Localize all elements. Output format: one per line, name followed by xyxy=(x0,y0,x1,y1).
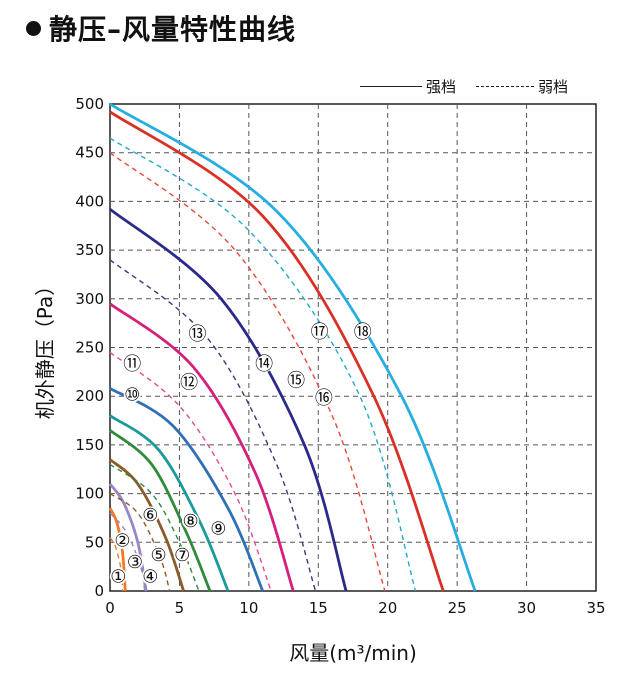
curve-label: ⑤ xyxy=(151,545,167,566)
curve-18 xyxy=(109,102,477,592)
curve-9 xyxy=(109,414,230,592)
curve-label-bg xyxy=(180,374,198,392)
curve-label-bg xyxy=(141,567,159,585)
legend-label-weak: 弱档 xyxy=(538,78,569,96)
y-tick-label: 300 xyxy=(75,290,104,308)
chart-title: 静压–风量特性曲线 xyxy=(49,13,297,46)
curve-label: ⑩ xyxy=(124,384,140,405)
y-tick-label: 350 xyxy=(75,241,104,259)
curve-label: ⑱ xyxy=(354,322,372,343)
curve-13 xyxy=(109,259,317,592)
legend: 强档 弱档 xyxy=(360,76,588,97)
curve-label-bg xyxy=(173,546,191,564)
curve-label: ⑮ xyxy=(287,371,305,392)
y-tick-label: 400 xyxy=(75,192,104,210)
y-tick-label: 500 xyxy=(75,95,104,113)
curve-label-bg xyxy=(188,325,206,343)
x-tick-label: 10 xyxy=(239,599,258,617)
x-axis-label: 风量(m³/min) xyxy=(289,641,417,665)
curve-label-bg xyxy=(126,553,144,571)
curve-label-bg xyxy=(315,389,333,407)
curve-label-bg xyxy=(150,546,168,564)
x-tick-label: 0 xyxy=(105,599,115,617)
y-tick-label: 200 xyxy=(75,387,104,405)
curve-10 xyxy=(109,387,264,592)
curve-label: ⑯ xyxy=(315,388,333,409)
curve-label-bg xyxy=(109,567,127,585)
y-tick-label: 50 xyxy=(85,533,104,551)
curve-6 xyxy=(109,493,171,592)
legend-dashed-line-icon xyxy=(476,86,535,87)
y-tick-label: 0 xyxy=(94,582,104,600)
legend-label-strong: 强档 xyxy=(426,78,457,96)
y-axis-label: 机外静压（Pa） xyxy=(33,276,57,419)
curve-label-bg xyxy=(255,355,273,373)
x-tick-label: 35 xyxy=(586,599,605,617)
curve-label: ⑦ xyxy=(174,545,190,566)
curve-label-bg xyxy=(113,531,131,549)
y-axis-ticks: 0 50 100 150 200 250 300 350 400 450 500 xyxy=(75,95,104,600)
grid-lines xyxy=(110,104,596,591)
curve-label: ⑪ xyxy=(123,354,141,375)
curve-17 xyxy=(109,137,417,592)
x-tick-label: 20 xyxy=(378,599,397,617)
curve-label: ⑧ xyxy=(182,511,198,532)
y-tick-label: 250 xyxy=(75,339,104,357)
y-tick-label: 150 xyxy=(75,436,104,454)
curve-label: ① xyxy=(110,566,126,587)
curve-15 xyxy=(109,152,386,592)
curve-label-bg xyxy=(123,355,141,373)
bullet-dot-icon xyxy=(26,20,41,36)
x-axis-ticks: 0 5 10 15 20 25 30 35 xyxy=(105,599,605,617)
curve-3 xyxy=(108,483,148,592)
curve-label: ⑬ xyxy=(188,324,206,345)
curve-label-bg xyxy=(287,372,305,390)
curve-label: ② xyxy=(114,530,130,551)
curve-label: ③ xyxy=(127,552,143,573)
x-tick-label: 5 xyxy=(175,599,185,617)
curve-label: ⑫ xyxy=(180,373,198,394)
curve-label: ⑥ xyxy=(142,505,158,526)
curve-label-bg xyxy=(141,506,159,524)
curve-label-bg xyxy=(123,385,141,403)
x-tick-label: 15 xyxy=(309,599,328,617)
curve-label: ⑨ xyxy=(210,519,226,540)
curve-12 xyxy=(109,302,295,592)
curve-label-bg xyxy=(182,512,200,530)
curve-label: ⑰ xyxy=(311,322,329,343)
x-tick-label: 30 xyxy=(517,599,536,617)
x-tick-label: 25 xyxy=(448,599,467,617)
legend-solid-line-icon xyxy=(360,86,422,87)
curve-label: ④ xyxy=(142,566,158,587)
curve-label-bg xyxy=(311,323,329,341)
legend-item-strong: 强档 xyxy=(360,76,456,97)
curve-label-bg xyxy=(354,323,372,341)
y-tick-label: 100 xyxy=(75,485,104,503)
legend-item-weak: 弱档 xyxy=(476,76,568,97)
curve-4 xyxy=(109,512,146,592)
y-tick-label: 450 xyxy=(75,144,104,162)
curve-16 xyxy=(109,110,445,592)
chart-title-row: 静压–风量特性曲线 xyxy=(26,8,296,48)
curve-label-bg xyxy=(209,520,227,538)
curve-8 xyxy=(109,463,200,592)
curve-7 xyxy=(109,429,212,592)
curve-label: ⑭ xyxy=(255,354,273,375)
